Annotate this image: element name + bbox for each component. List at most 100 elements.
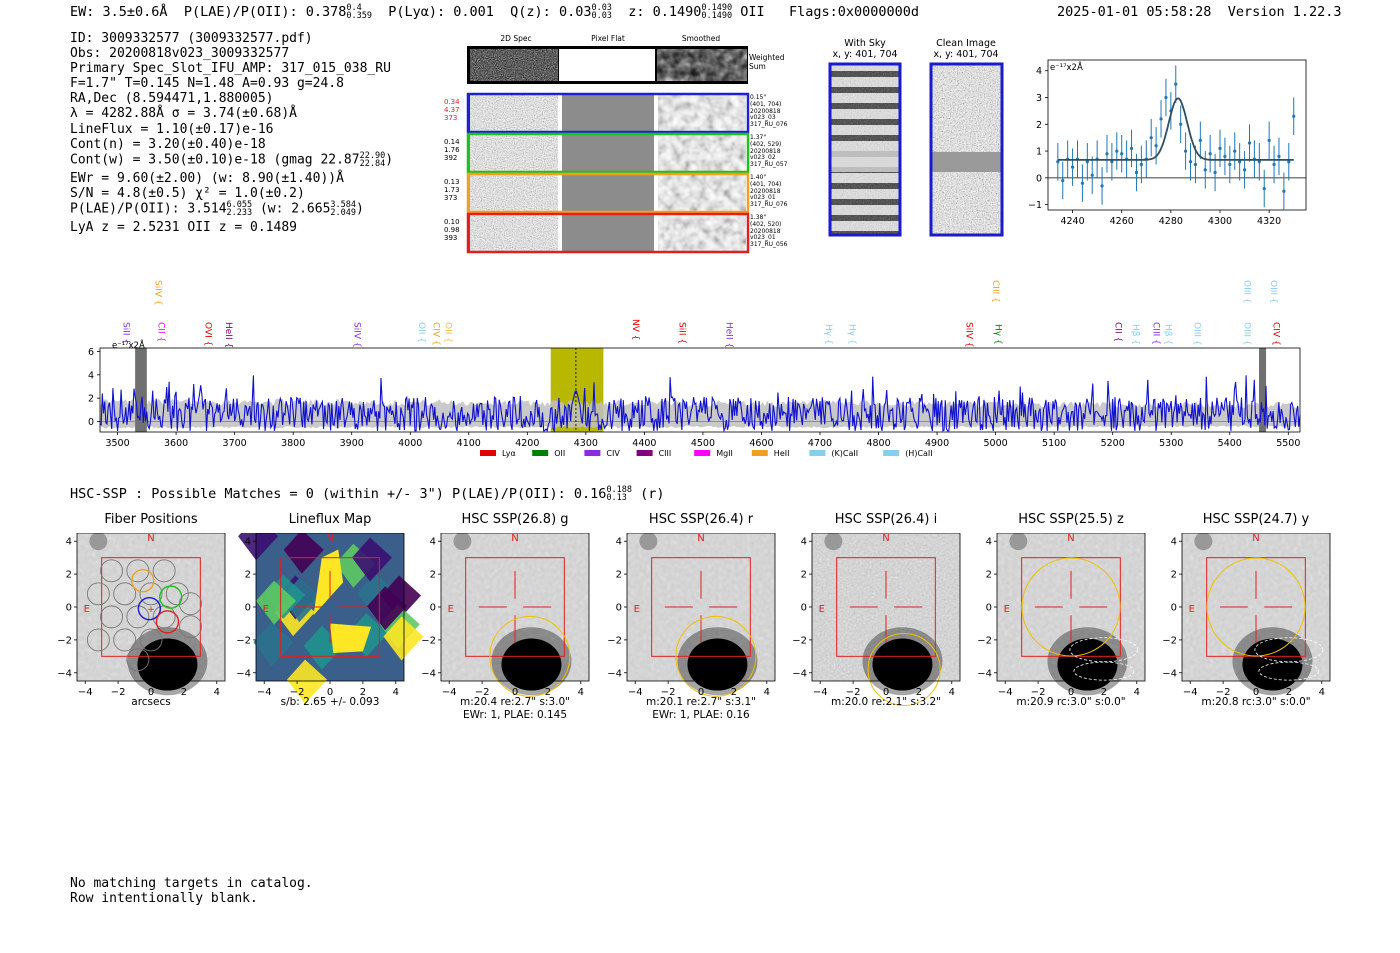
image-y-tick-label: 4 [616,537,622,548]
fit-model-curve [1057,97,1294,161]
fit-point [1242,168,1247,172]
header-plae: P(LAE)/P(OII): 0.378 [183,4,347,20]
spectrum-emission-line-label: OII { [416,322,426,343]
cutout-right-value: 20200818 [750,227,781,235]
spectrum-emission-line-label: CII { [156,322,166,342]
info-block: ID: 3009332577 (3009332577.pdf) Obs: 202… [70,31,393,235]
fit-x-tick-label: 4260 [1110,216,1134,227]
image-panel-caption: m:20.8 rc:3.0" s:0.0" [1201,696,1311,708]
legend-label: HeII [774,449,790,458]
cutout-left-value: 0.98 [444,226,460,234]
fit-point [1179,122,1183,126]
lineflux-peak [313,549,344,616]
with-sky-xy: x, y: 401, 704 [832,49,898,60]
fit-point [1174,82,1178,86]
cutout-left-value: 0.14 [444,138,460,146]
fit-point [1129,146,1134,150]
info-contn: Cont(n) = 3.20(±0.40)e-18 [70,136,266,152]
image-y-tick-label: −4 [977,668,992,679]
image-panel-caption: m:20.4 re:2.7" s:3.0" [460,696,570,708]
spectrum-x-tick-label: 3600 [164,438,188,449]
image-y-tick-label: −2 [607,635,622,646]
spectrum-x-tick-label: 4500 [691,438,715,449]
galaxy-halo [1232,627,1313,696]
fit-point [1134,170,1139,175]
fit-point [1272,162,1276,167]
emission-line-name: OIII { [1241,280,1251,304]
bright-galaxy [687,638,748,691]
image-x-tick-label: 4 [764,687,770,698]
image-y-tick-label: −4 [236,668,251,679]
spectrum-emission-line-label: OIII { [1241,280,1251,304]
cutout-pixel-flat [562,215,654,251]
spectrum-x-tick-label: 3500 [105,438,129,449]
legend-swatch [480,450,496,456]
image-panel: Fiber Positions + N E −4 −4 −2 −2 0 0 2 2 4 4 arcsecs [57,512,247,708]
spectrum-emission-line-label: OIII { [1268,280,1278,304]
footer-line-1: No matching targets in catalog. [70,876,313,891]
emission-line-name: CIII { [990,280,1000,303]
spectrum-chart: 3500 3600 3700 3800 3900 4000 4100 4200 4300 4400… [88,280,1301,458]
fit-chart: 4240 4260 4280 4300 4320 −1 0 1 2 3 4 e⁻¹⁷x2Å [1028,59,1307,227]
east-label: E [448,604,454,615]
fit-point [1120,152,1124,156]
cutout-pixel-flat [562,135,654,171]
header-qz-sup: 0.03 [591,3,612,13]
source-ellipse [1069,637,1139,663]
neighbor-source [89,533,108,551]
footer-note: No matching targets in catalog. Row inte… [70,876,313,906]
legend-swatch [883,450,900,456]
image-x-tick-label: 4 [1134,687,1140,698]
cutout-row [466,212,750,254]
fit-x-tick-label: 4300 [1208,216,1232,227]
aperture-circle [489,615,571,697]
image-x-tick-label: −2 [111,687,126,698]
spectrum-x-tick-label: 4400 [632,438,656,449]
fit-axes-frame [1047,59,1307,211]
cutout-row [466,132,750,174]
image-x-tick-label: 2 [731,687,737,698]
fit-point [1198,138,1202,142]
legend-label: CIV [606,449,620,458]
cutout-right-value: (401, 704) [750,180,782,188]
emission-line-name: HeII { [723,322,733,348]
spectrum-emission-line-label: SiIV { [963,322,973,348]
image-panel-title: HSC SSP(24.7) y [1202,512,1310,527]
spectrum-emission-line-label: CIII { [1151,322,1161,345]
cutout-left-value: 0.13 [444,178,460,186]
cutout-left-value: 1.73 [444,186,460,194]
image-x-tick-label: 0 [327,687,333,698]
fit-x-tick-label: 4280 [1159,216,1183,227]
cutout-2d-spec [470,215,558,251]
spectrum-x-tick-label: 4000 [398,438,422,449]
image-y-tick-label: 4 [66,537,72,548]
image-x-tick-label: 0 [148,687,154,698]
image-x-tick-label: −2 [846,687,861,698]
fit-point [1061,178,1065,183]
fit-point [1287,160,1291,164]
cutout-right-value: (402, 520) [750,220,782,228]
info-lambda: λ = 4282.88Å σ = 3.74(±0.68)Å [70,106,297,122]
fit-point [1213,170,1217,175]
spectrum-x-tick-label: 5400 [1218,438,1242,449]
fit-y-tick-label: 2 [1036,120,1042,131]
cutout-right-value: (401, 704) [750,100,782,108]
header-qz: Q(z): 0.03 [510,4,592,20]
info-id: ID: 3009332577 (3009332577.pdf) [70,31,313,46]
cutout-right-value: v023_02 [750,154,776,162]
weighted-sum-row [467,46,748,84]
emission-line-name: SiIV { [963,322,973,348]
east-label: E [1189,604,1195,615]
image-x-tick-label: −4 [998,687,1013,698]
lineflux-blob [352,537,393,582]
info-lyaz: LyA z = 2.5231 OII z = 0.1489 [70,219,297,235]
cutout-row-right-labels: 1.37" (402, 529) 20200818 v023_02 317_RU_057 [750,134,787,169]
spectrum-x-tick-label: 5200 [1101,438,1125,449]
fiber-circle [139,582,163,606]
hsc-header-sup: 0.188 [606,485,633,495]
fit-point [1228,162,1232,167]
footer-line-2: Row intentionally blank. [70,891,258,906]
cutout-row-right-labels: 1.38" (402, 520) 20200818 v023_01 317_RU_056 [750,214,787,249]
header-flags: Flags:0x0000000d [789,4,920,20]
image-y-tick-label: 0 [616,603,622,614]
